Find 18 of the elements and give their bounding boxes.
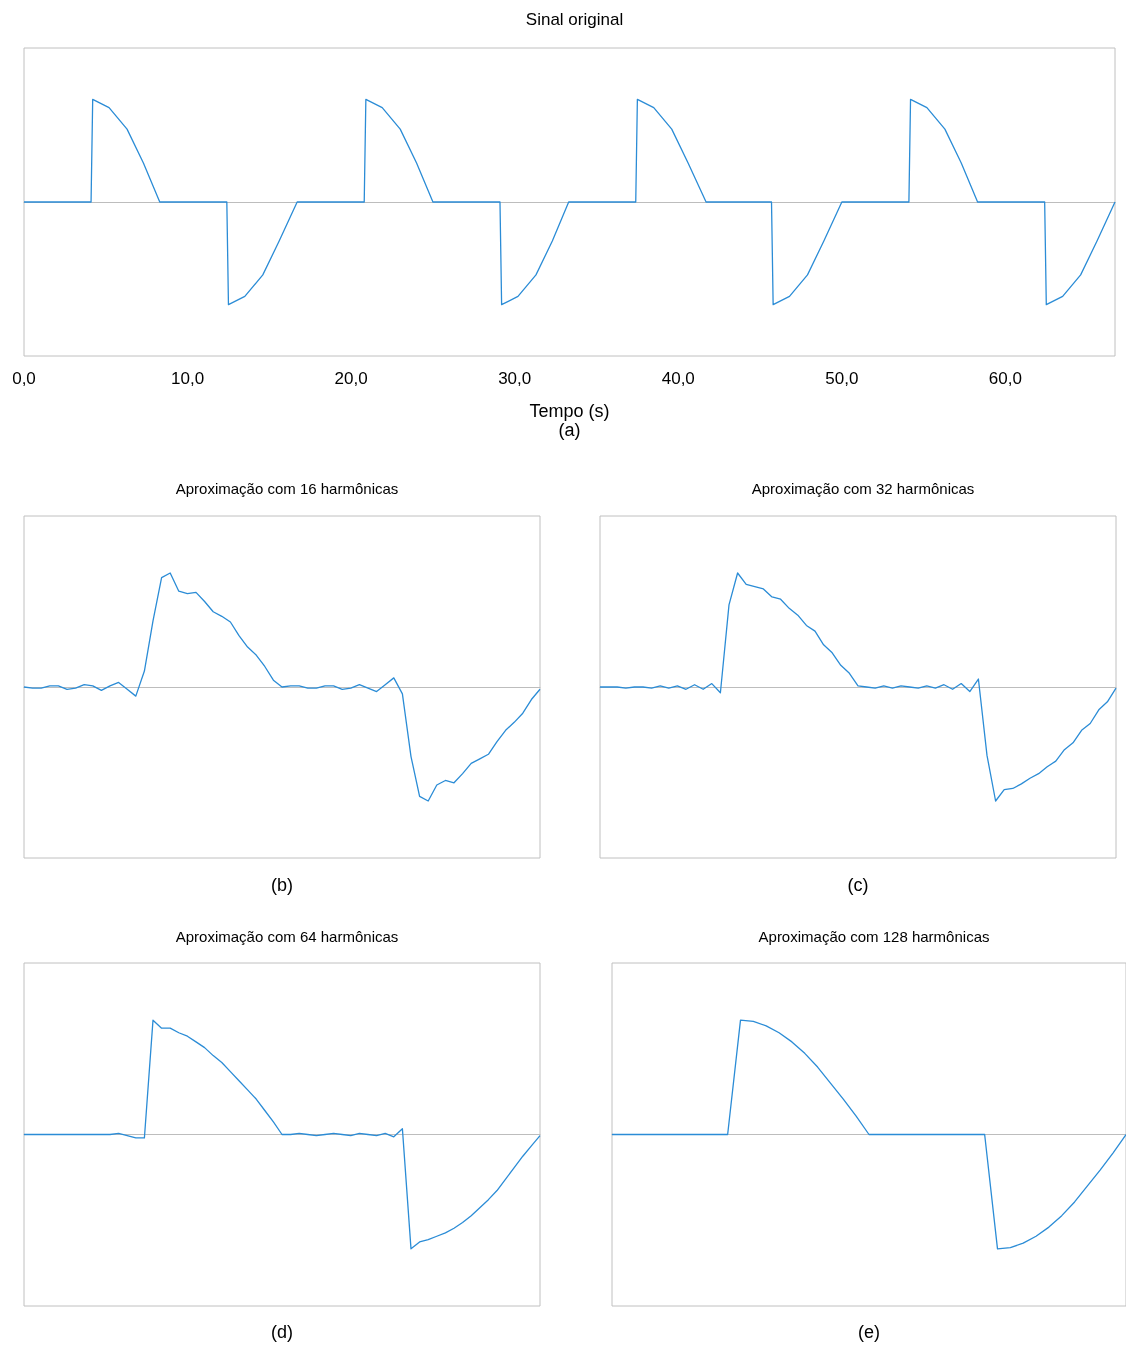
text: (c) (847, 875, 869, 895)
text: (a) (558, 420, 581, 440)
chart-title: Aproximação com 128 harmônicas (758, 928, 990, 945)
chart-title: Aproximação com 32 harmônicas (751, 480, 975, 497)
chart-title: Aproximação com 64 harmônicas (175, 928, 399, 945)
x-tick-label: 0,0 (12, 369, 36, 388)
x-tick-label: 30,0 (498, 369, 532, 388)
chart-title: Sinal original (525, 10, 624, 29)
text: (e) (858, 1322, 880, 1342)
chart-title: Aproximação com 16 harmônicas (175, 480, 399, 497)
text: (d) (271, 1322, 293, 1342)
x-tick-label: 40,0 (661, 369, 695, 388)
x-tick-label: 10,0 (171, 369, 205, 388)
x-tick-label: 20,0 (334, 369, 368, 388)
x-tick-label: 50,0 (825, 369, 859, 388)
x-tick-label: 60,0 (988, 369, 1022, 388)
text: (b) (271, 875, 293, 895)
x-axis-title: Tempo (s) (529, 401, 610, 421)
